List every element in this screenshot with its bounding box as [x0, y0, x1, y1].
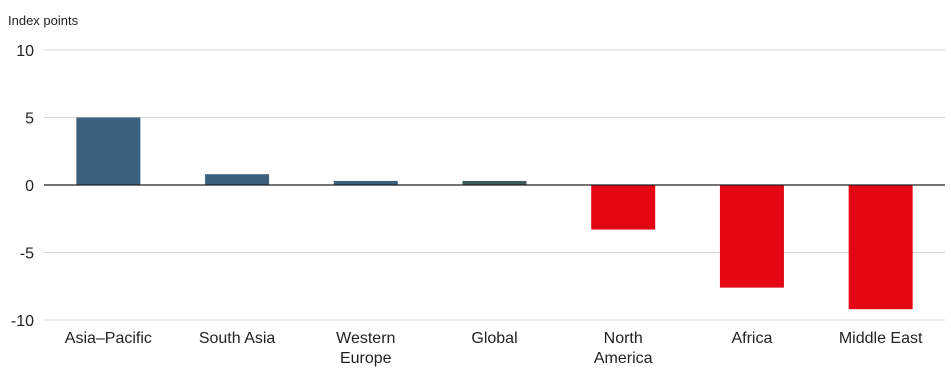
y-tick-label: 0: [25, 178, 34, 195]
category-label-line: South Asia: [199, 330, 276, 347]
bar: [462, 180, 527, 185]
category-label-line: Africa: [731, 330, 772, 347]
category-label: South Asia: [199, 330, 276, 347]
bar: [719, 185, 784, 288]
category-label: Western Europe: [336, 330, 395, 367]
bars: [76, 117, 913, 310]
category-label: North America: [594, 330, 653, 367]
category-label-line: Global: [471, 330, 517, 347]
gridlines: [44, 49, 945, 321]
y-tick-label: 10: [16, 43, 34, 60]
y-tick-labels: 10 5 0 -5 -10: [11, 43, 34, 330]
category-label: Middle East: [839, 330, 923, 347]
category-label-line: America: [594, 350, 653, 367]
bar: [848, 185, 913, 310]
bar: [591, 185, 656, 230]
category-label-line: North: [604, 330, 643, 347]
category-label-line: Middle East: [839, 330, 923, 347]
y-tick-label: 5: [25, 111, 34, 128]
y-axis-label: Index points: [8, 13, 79, 28]
y-tick-label: -5: [20, 246, 34, 263]
bar: [76, 117, 141, 185]
category-label-line: Western: [336, 330, 395, 347]
bar: [333, 180, 398, 185]
category-label: Africa: [731, 330, 772, 347]
category-label-line: Europe: [340, 350, 392, 367]
category-label: Asia–Pacific: [65, 330, 152, 347]
y-tick-label: -10: [11, 313, 34, 330]
category-labels: Asia–Pacific South Asia Western Europe Globa…: [65, 330, 923, 367]
category-label-line: Asia–Pacific: [65, 330, 152, 347]
category-label: Global: [471, 330, 517, 347]
bar: [205, 174, 270, 185]
